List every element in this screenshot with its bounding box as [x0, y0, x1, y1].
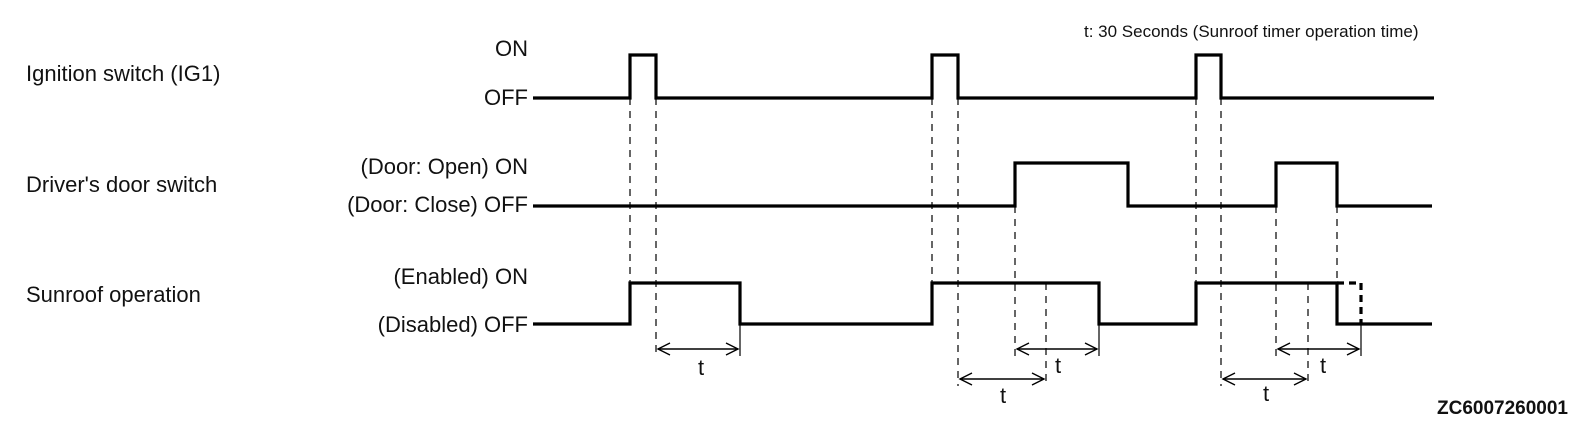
figure-code: ZC6007260001: [1437, 398, 1568, 419]
door-off-label: (Door: Close) OFF: [347, 192, 528, 217]
timer-note: t: 30 Seconds (Sunroof timer operation t…: [1084, 22, 1419, 41]
arrow-heads: [656, 342, 740, 356]
signal-name-sunroof: Sunroof operation: [26, 282, 201, 307]
sunroof-off-label: (Disabled) OFF: [378, 312, 528, 337]
ignition-waveform: [533, 53, 1434, 100]
timer-label: t: [1263, 381, 1269, 406]
ignition-off-label: OFF: [484, 85, 528, 110]
timer-label: t: [1000, 383, 1006, 408]
sunroof-on-label: (Enabled) ON: [393, 264, 528, 289]
timer-label: t: [1055, 353, 1061, 378]
timer-arrows: [656, 324, 1362, 386]
arrow-heads: [958, 372, 1046, 386]
door-on-label: (Door: Open) ON: [361, 154, 529, 179]
ignition-on-label: ON: [495, 36, 528, 61]
arrow-heads: [1276, 342, 1361, 356]
door-waveform: [533, 161, 1432, 208]
signal-name-door: Driver's door switch: [26, 172, 217, 197]
timer-label: t: [1320, 353, 1326, 378]
sunroof-waveform: [533, 281, 1432, 326]
timer-label: t: [698, 355, 704, 380]
guide-lines: [629, 98, 1338, 386]
signal-name-ignition: Ignition switch (IG1): [26, 61, 220, 86]
sunroof-alternate-end: [1337, 281, 1363, 324]
arrow-heads: [1221, 372, 1308, 386]
arrow-heads: [1015, 342, 1099, 356]
